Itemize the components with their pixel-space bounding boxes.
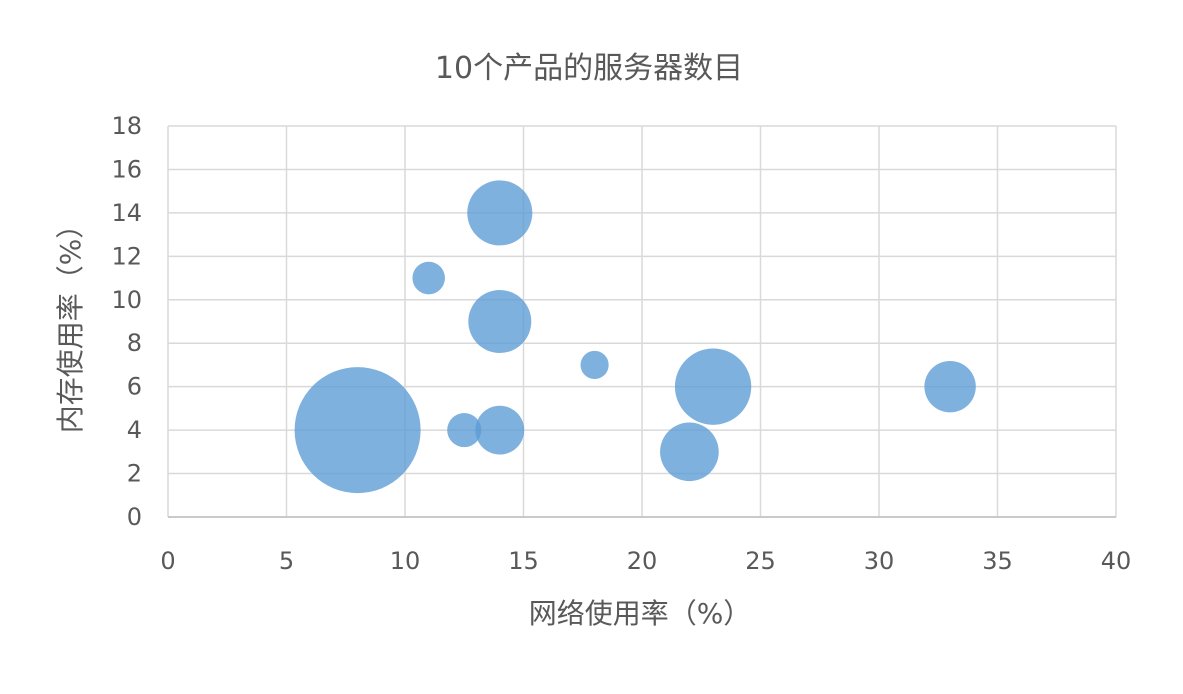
x-tick-label: 5 — [279, 547, 294, 575]
y-tick-label: 12 — [111, 242, 142, 270]
y-tick-label: 18 — [111, 112, 142, 140]
y-tick-label: 0 — [127, 503, 142, 531]
bubble — [674, 348, 752, 425]
bubble — [412, 261, 445, 295]
bubble — [467, 180, 533, 246]
bubble — [447, 413, 482, 448]
y-axis-title: 内存使用率（%） — [54, 211, 87, 434]
y-tick-label: 6 — [127, 373, 142, 401]
y-tick-label: 8 — [127, 329, 142, 357]
bubble — [924, 360, 976, 413]
bubble — [468, 290, 532, 353]
y-tick-label: 14 — [111, 199, 142, 227]
chart-title: 10个产品的服务器数目 — [435, 51, 743, 86]
x-tick-label: 30 — [864, 547, 895, 575]
y-tick-label: 10 — [111, 286, 142, 314]
bubble — [580, 350, 609, 380]
bubble — [475, 405, 525, 455]
y-tick-label: 4 — [127, 416, 142, 444]
x-tick-label: 20 — [627, 547, 658, 575]
y-tick-label: 16 — [111, 155, 142, 183]
x-tick-label: 0 — [160, 547, 175, 575]
y-axis-ticks: 0 2 4 6 8 10 12 14 16 18 — [111, 112, 142, 531]
bubble — [294, 367, 421, 494]
bubble — [660, 422, 719, 482]
x-axis-ticks: 0 5 10 15 20 25 30 35 40 — [160, 547, 1131, 575]
x-tick-label: 35 — [982, 547, 1013, 575]
x-tick-label: 15 — [508, 547, 539, 575]
x-axis-title: 网络使用率（%） — [529, 597, 752, 630]
x-tick-label: 25 — [745, 547, 776, 575]
bubbles — [294, 180, 976, 494]
x-tick-label: 10 — [390, 547, 421, 575]
x-tick-label: 40 — [1101, 547, 1132, 575]
y-tick-label: 2 — [127, 460, 142, 488]
